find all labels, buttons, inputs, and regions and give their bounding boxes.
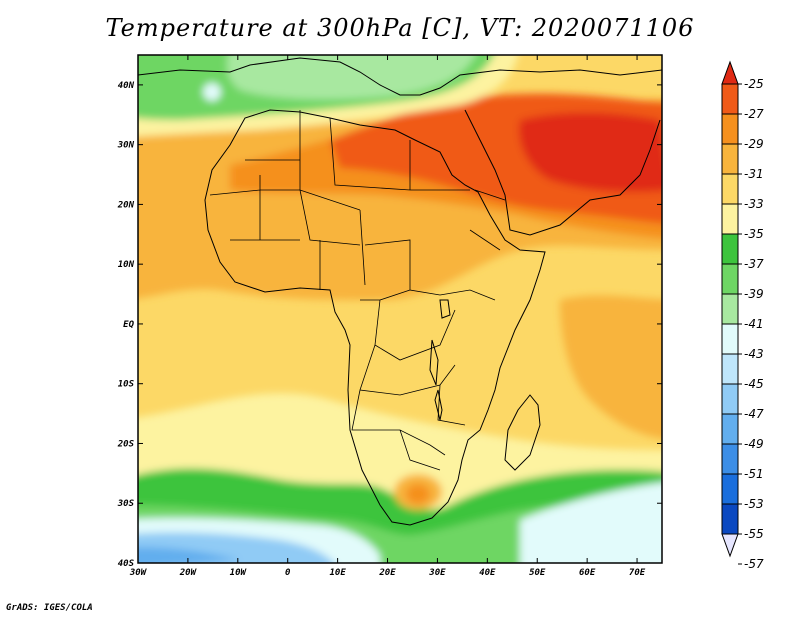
lat-tick-label: 30N	[117, 141, 135, 151]
field-orange-east	[560, 295, 662, 439]
colorbar-boxes	[721, 60, 739, 558]
colorbar-label: -47	[744, 407, 764, 421]
colorbar-box	[721, 83, 739, 115]
colorbar-box	[721, 113, 739, 145]
lon-tick-label: 60E	[579, 568, 596, 578]
map-title: Temperature at 300hPa [C], VT: 202007110…	[105, 14, 695, 42]
lon-tick-label: 0	[285, 568, 291, 578]
field-cyan-east	[520, 482, 662, 563]
lat-tick-label: 10N	[118, 260, 135, 270]
colorbar-box	[721, 293, 739, 325]
lon-axis: 30W 20W 10W 0 10E 20E 30E 40E 50E 60E 70E	[129, 55, 646, 578]
colorbar-label: -57	[744, 557, 764, 571]
colorbar-top-arrow	[721, 60, 739, 85]
colorbar-box	[721, 233, 739, 265]
colorbar-label: -27	[744, 107, 764, 121]
lakes	[429, 299, 451, 421]
lon-tick-label: 20W	[179, 568, 198, 578]
temperature-field	[138, 55, 662, 563]
colorbar-box	[721, 383, 739, 415]
colorbar-box	[721, 173, 739, 205]
lat-axis: 40N 30N 20N 10N EQ 10S 20S 30S 40S	[117, 81, 662, 569]
colorbar-label: -39	[744, 287, 764, 301]
colorbar-box	[721, 143, 739, 175]
colorbar-box	[721, 263, 739, 295]
lon-tick-label: 10W	[230, 568, 248, 578]
lon-tick-label: 10E	[329, 568, 346, 578]
lon-tick-label: 20E	[378, 568, 396, 578]
colorbar-box	[721, 503, 739, 535]
lon-tick-label: 70E	[629, 568, 646, 578]
colorbar-label: -55	[744, 527, 764, 541]
europe-coast	[138, 57, 662, 96]
coastlines	[138, 57, 662, 526]
colorbar-label: -53	[744, 497, 764, 511]
colorbar-label: -49	[744, 437, 764, 451]
colorbar-label: -25	[744, 77, 764, 91]
field-blue-deep	[138, 547, 240, 563]
colorbar-box	[721, 203, 739, 235]
colorbar-label: -45	[744, 377, 764, 391]
colorbar-label: -37	[744, 257, 764, 271]
colorbar-label: -35	[744, 227, 764, 241]
credit-text: GrADS: IGES/COLA	[6, 603, 93, 613]
africa-coastline	[204, 109, 546, 526]
colorbar-bottom-arrow	[721, 533, 739, 558]
lon-tick-label: 30W	[129, 568, 148, 578]
colorbar-label: -33	[744, 197, 764, 211]
colorbar-label: -43	[744, 347, 764, 361]
field-hottest	[519, 112, 662, 192]
field-sa-core	[406, 484, 430, 504]
colorbar-box	[721, 473, 739, 505]
madagascar-coastline	[504, 394, 541, 471]
lon-tick-label: 30E	[428, 568, 446, 578]
lat-tick-label: 40N	[118, 81, 135, 91]
lon-tick-label: 40E	[479, 568, 496, 578]
colorbar-box	[721, 353, 739, 385]
lon-tick-label: 50E	[529, 568, 546, 578]
colorbar-label: -29	[744, 137, 764, 151]
lat-tick-label: 20N	[117, 200, 135, 210]
colorbar-box	[721, 323, 739, 355]
field-med-light	[227, 55, 476, 100]
colorbar-label: -41	[744, 317, 764, 331]
internal-borders	[209, 110, 506, 471]
lat-tick-label: 20S	[117, 439, 135, 449]
colorbar-labels: -25 -27 -29 -31 -33 -35 -37 -39 -41 -43 -45 -47 -49 -…	[738, 77, 764, 571]
colorbar-box	[721, 413, 739, 445]
colorbar-label: -31	[744, 167, 764, 181]
arabia-coastline	[464, 109, 661, 236]
lat-tick-label: EQ	[123, 320, 134, 330]
colorbar-box	[721, 443, 739, 475]
lat-tick-label: 40S	[118, 559, 135, 569]
lat-tick-label: 30S	[117, 499, 135, 509]
field-med-pale	[203, 83, 221, 101]
lat-tick-label: 10S	[118, 380, 135, 390]
colorbar-label: -51	[744, 467, 764, 481]
plot-frame	[137, 54, 663, 564]
